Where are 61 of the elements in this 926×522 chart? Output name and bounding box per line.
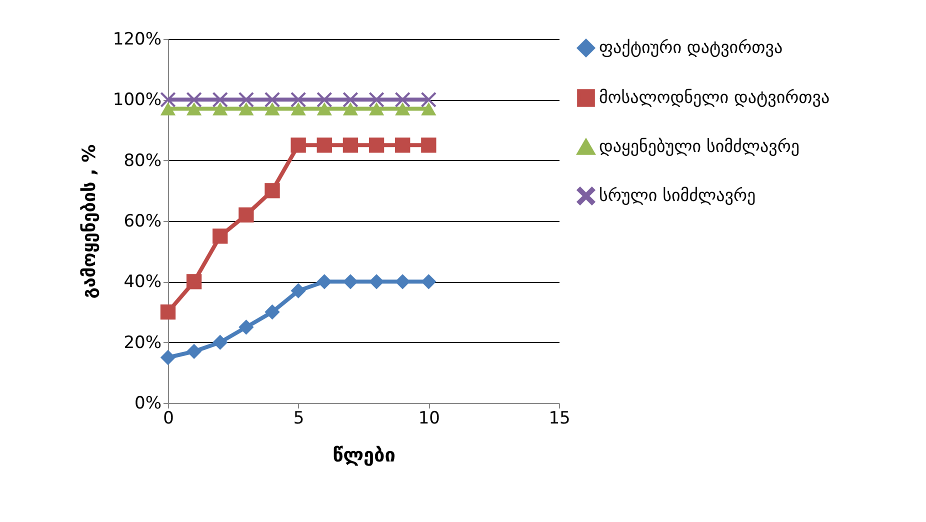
point — [368, 92, 384, 108]
point — [395, 274, 410, 290]
x-tick-label: 0 — [163, 408, 174, 428]
point — [212, 92, 228, 108]
point — [316, 274, 332, 290]
point — [238, 320, 254, 335]
point — [342, 102, 358, 116]
point — [368, 274, 384, 290]
point — [368, 102, 384, 116]
point — [186, 102, 202, 116]
y-tick-label: 0% — [134, 394, 162, 414]
y-tick-label: 120% — [112, 30, 162, 50]
y-tick-label: 40% — [124, 272, 162, 292]
legend-label: დაყენებული სიმძლავრე — [599, 137, 800, 157]
point — [160, 304, 176, 320]
point — [290, 102, 306, 116]
point — [186, 344, 202, 360]
legend-label: მოსალოდნელი დატვირთვა — [599, 88, 830, 108]
point — [395, 92, 410, 108]
point — [421, 138, 436, 153]
point — [264, 183, 280, 198]
y-tick-label: 100% — [112, 90, 162, 110]
point — [238, 92, 254, 108]
point — [290, 138, 306, 153]
point — [290, 283, 306, 298]
point — [342, 138, 358, 153]
point — [238, 102, 254, 116]
point — [316, 92, 332, 108]
y-tick-label: 60% — [124, 212, 162, 232]
point — [186, 274, 202, 290]
point — [212, 228, 228, 244]
point — [160, 102, 176, 116]
point — [421, 274, 436, 290]
x-axis-title: წლები — [332, 444, 396, 466]
y-axis-title: გამოყენების , % — [78, 144, 100, 299]
y-tick-label: 80% — [124, 150, 162, 171]
point — [160, 92, 176, 108]
legend-label: ფაქტიური დატვირთვა — [599, 38, 783, 58]
point — [342, 92, 358, 108]
point — [264, 304, 280, 320]
point — [264, 102, 280, 116]
point — [186, 92, 202, 108]
point — [421, 102, 436, 116]
point — [395, 102, 410, 116]
point — [342, 274, 358, 290]
x-tick-label: 15 — [548, 408, 570, 428]
point — [212, 102, 228, 116]
y-tick-label: 20% — [124, 332, 162, 353]
point — [160, 350, 176, 366]
point — [316, 138, 332, 153]
point — [316, 102, 332, 116]
point — [421, 92, 436, 108]
point — [212, 334, 228, 350]
legend-label: სრული სიმძლავრე — [599, 186, 756, 206]
x-tick-label: 5 — [293, 408, 304, 428]
point — [395, 138, 410, 153]
x-tick-label: 10 — [418, 408, 440, 428]
point — [368, 138, 384, 153]
point — [290, 92, 306, 108]
point — [238, 207, 254, 223]
point — [264, 92, 280, 108]
